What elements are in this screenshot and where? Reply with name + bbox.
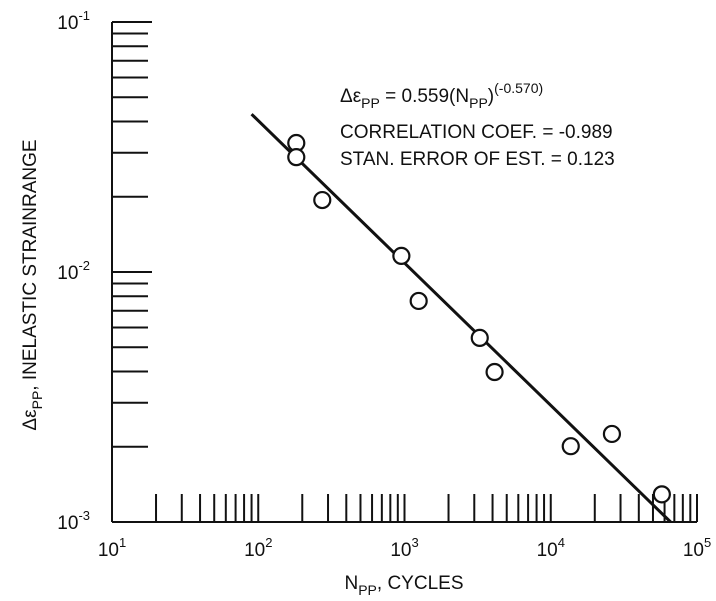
equation-part: Δε (340, 86, 362, 107)
tick-label: 101 (98, 535, 126, 561)
tick-label: 103 (390, 535, 418, 561)
tick-exponent: -2 (78, 258, 90, 273)
tick-exponent: -3 (78, 508, 90, 523)
data-point (470, 328, 489, 348)
data-point (485, 362, 504, 382)
equation: ΔεPP = 0.559(NPP)(-0.570) (340, 80, 543, 111)
y-axis-label-part: Δε (20, 409, 41, 431)
equation-part: PP (361, 95, 380, 111)
x-axis-label: NPP, CYCLES (344, 573, 463, 598)
tick-label: 105 (683, 535, 711, 561)
tick-base: 10 (98, 540, 119, 561)
tick-label: 10-3 (57, 508, 90, 534)
equation-part: = 0.559(N (380, 86, 469, 107)
data-point (409, 291, 428, 311)
tick-label: 10-1 (57, 8, 90, 34)
y-axis-label: ΔεPP, INELASTIC STRAINRANGE (20, 139, 45, 430)
equation-part: ) (488, 86, 494, 107)
tick-label: 102 (244, 535, 272, 561)
tick-base: 10 (57, 263, 78, 284)
data-point (313, 190, 332, 210)
data-point (287, 148, 306, 167)
y-axis-label-part: PP (29, 391, 45, 410)
tick-base: 10 (57, 513, 78, 534)
tick-exponent: 5 (704, 535, 711, 550)
annotation: CORRELATION COEF. = -0.989 (340, 122, 613, 143)
data-point (602, 424, 622, 444)
tick-exponent: 4 (558, 535, 565, 550)
tick-exponent: 1 (119, 535, 126, 550)
fit-line (250, 113, 672, 524)
data-point (561, 437, 580, 456)
equation-part: (-0.570) (494, 80, 543, 96)
tick-base: 10 (244, 540, 265, 561)
tick-base: 10 (537, 540, 558, 561)
x-axis-label-part: N (344, 573, 358, 594)
y-axis-label-part: , INELASTIC STRAINRANGE (20, 139, 41, 390)
tick-base: 10 (683, 540, 704, 561)
tick-base: 10 (390, 540, 411, 561)
tick-label: 10-2 (57, 258, 90, 284)
data-point (652, 485, 671, 504)
tick-label: 104 (537, 535, 565, 561)
x-axis-label-part: , CYCLES (377, 573, 464, 594)
tick-exponent: 2 (265, 535, 272, 550)
annotation: STAN. ERROR OF EST. = 0.123 (340, 149, 615, 170)
equation-part: PP (469, 95, 488, 111)
tick-base: 10 (57, 13, 78, 34)
x-axis-label-part: PP (358, 582, 377, 598)
tick-exponent: -1 (78, 8, 90, 23)
tick-exponent: 3 (411, 535, 418, 550)
data-point (392, 246, 411, 265)
